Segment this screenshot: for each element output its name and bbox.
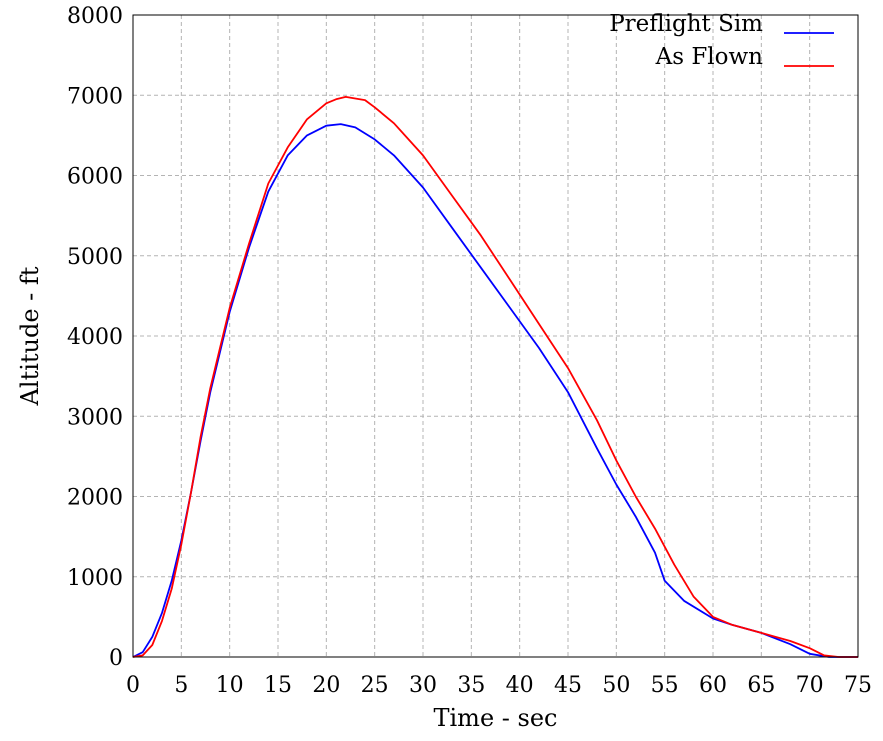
- data-series: [132, 96, 858, 658]
- y-tick-label: 4000: [67, 325, 123, 350]
- legend-label: Preflight Sim: [609, 11, 763, 37]
- x-tick-label: 55: [651, 673, 679, 698]
- plot-frame: [132, 14, 859, 658]
- x-tick-label: 20: [312, 673, 340, 698]
- x-tick-label: 0: [126, 673, 140, 698]
- y-tick-label: 8000: [67, 4, 123, 29]
- x-tick-label: 25: [361, 673, 389, 698]
- y-tick-label: 0: [109, 646, 123, 671]
- x-tick-label: 60: [699, 673, 727, 698]
- legend: Preflight Sim As Flown: [609, 11, 834, 70]
- x-tick-label: 45: [554, 673, 582, 698]
- x-axis-label: Time - sec: [434, 704, 558, 732]
- y-tick-label: 7000: [67, 84, 123, 109]
- y-tick-label: 2000: [67, 486, 123, 511]
- y-axis-label: Altitude - ft: [16, 266, 44, 406]
- axis-ticks: 0 5 10 15 20 25 30 35 40 45 50 55 60 65 70 75 0 1000 2000 3…: [67, 4, 872, 698]
- x-tick-label: 15: [264, 673, 292, 698]
- x-tick-label: 70: [796, 673, 824, 698]
- x-tick-label: 35: [457, 673, 485, 698]
- x-tick-label: 75: [844, 673, 872, 698]
- y-tick-label: 6000: [67, 165, 123, 190]
- series-line-as-flown: [132, 96, 858, 658]
- legend-label: As Flown: [655, 44, 764, 70]
- x-tick-label: 30: [409, 673, 437, 698]
- x-tick-label: 10: [216, 673, 244, 698]
- grid-lines: [133, 15, 858, 657]
- x-tick-label: 50: [602, 673, 630, 698]
- y-tick-label: 1000: [67, 566, 123, 591]
- x-tick-label: 40: [506, 673, 534, 698]
- x-tick-label: 65: [747, 673, 775, 698]
- x-tick-label: 5: [174, 673, 188, 698]
- y-tick-label: 5000: [67, 245, 123, 270]
- y-tick-label: 3000: [67, 405, 123, 430]
